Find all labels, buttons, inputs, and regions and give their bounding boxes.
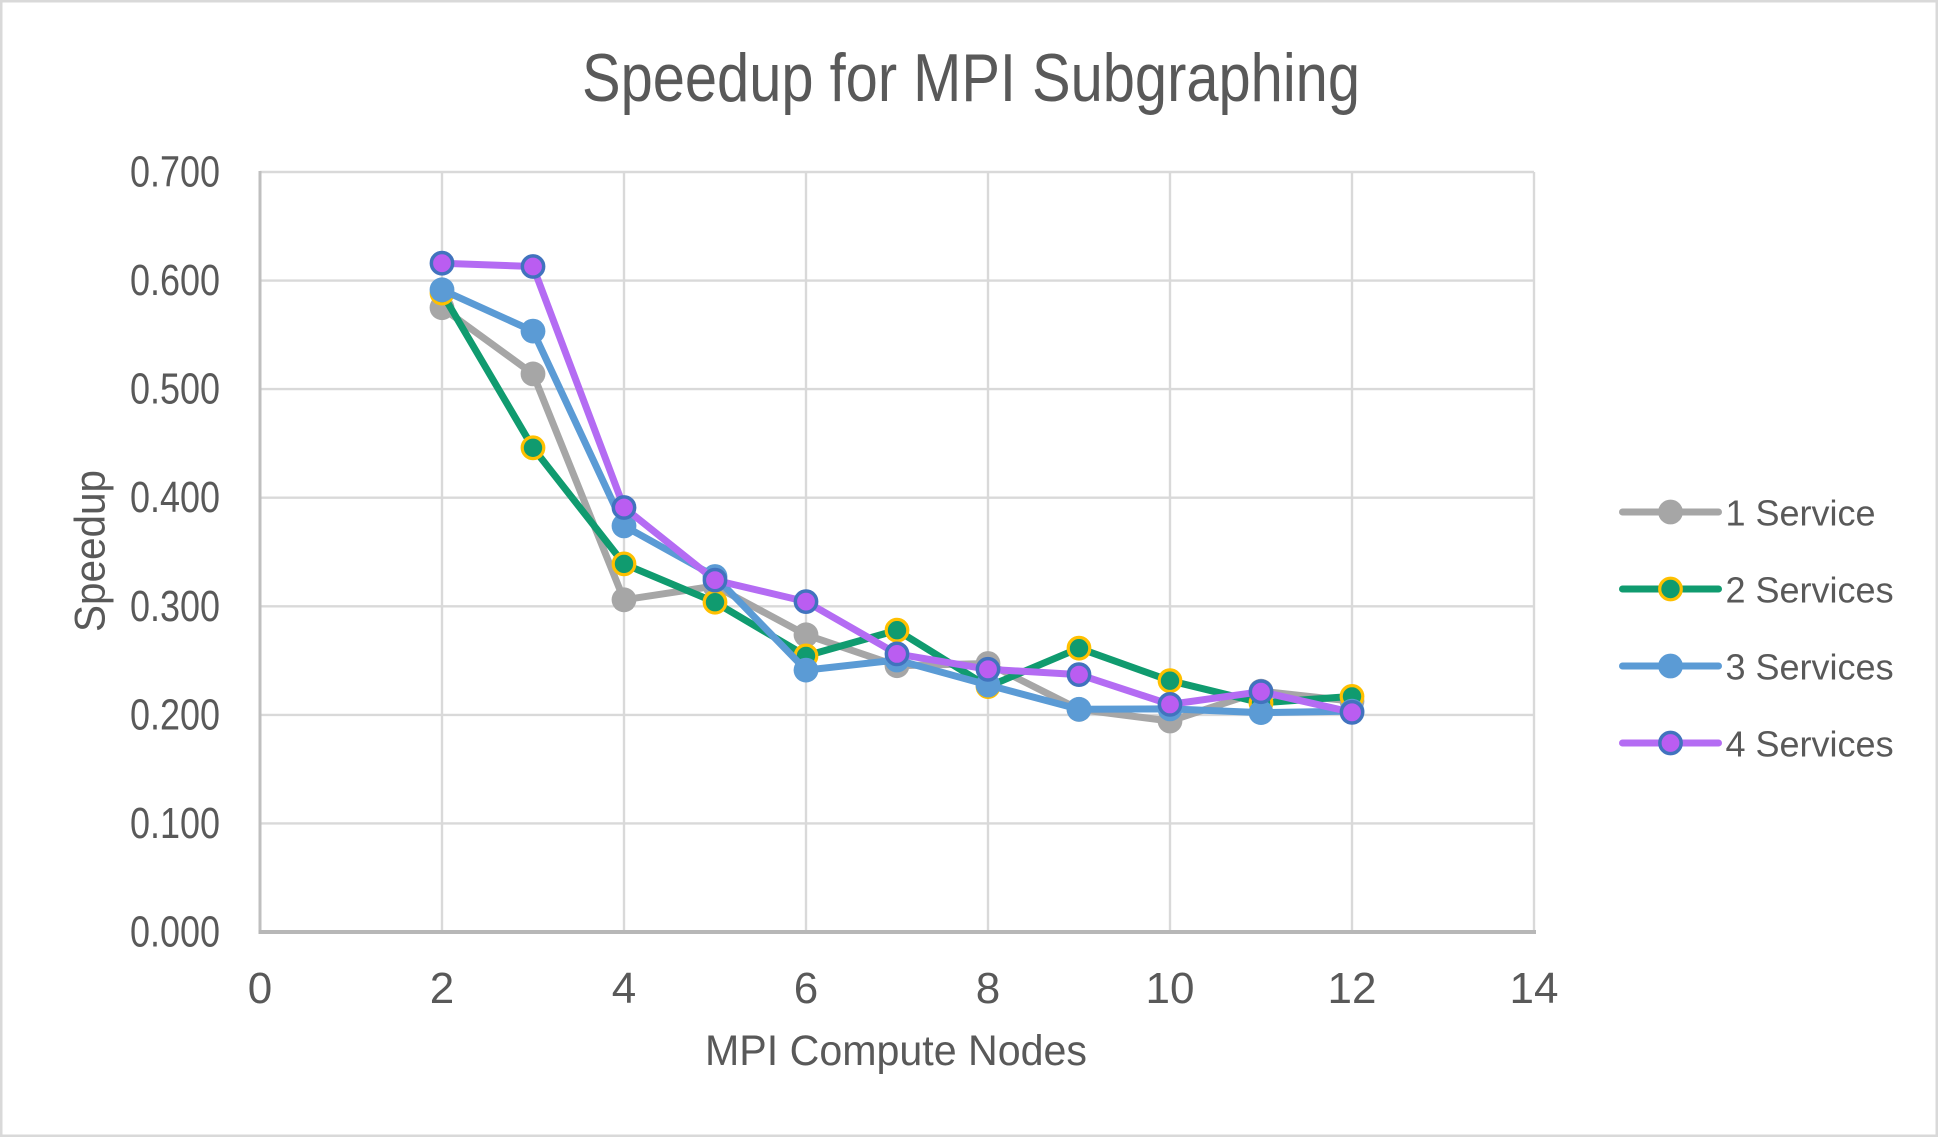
svg-text:6: 6 — [794, 964, 818, 1013]
svg-text:MPI Compute Nodes: MPI Compute Nodes — [705, 1027, 1087, 1075]
svg-text:3 Services: 3 Services — [1726, 647, 1894, 688]
svg-text:2 Services: 2 Services — [1726, 570, 1894, 611]
svg-text:12: 12 — [1328, 964, 1377, 1013]
svg-text:2: 2 — [430, 964, 454, 1013]
svg-text:0.500: 0.500 — [130, 365, 220, 414]
svg-text:0.300: 0.300 — [130, 582, 220, 631]
svg-text:10: 10 — [1146, 964, 1195, 1013]
svg-text:0.600: 0.600 — [130, 256, 220, 305]
svg-text:0.700: 0.700 — [130, 148, 220, 197]
svg-text:0.400: 0.400 — [130, 473, 220, 522]
svg-text:14: 14 — [1510, 964, 1559, 1013]
svg-text:8: 8 — [976, 964, 1000, 1013]
svg-text:4 Services: 4 Services — [1726, 724, 1894, 765]
svg-text:0: 0 — [248, 964, 272, 1013]
svg-text:0.200: 0.200 — [130, 690, 220, 739]
svg-text:0.000: 0.000 — [130, 908, 220, 957]
svg-text:1 Service: 1 Service — [1726, 493, 1876, 534]
svg-text:Speedup for MPI Subgraphing: Speedup for MPI Subgraphing — [582, 40, 1360, 116]
svg-text:Speedup: Speedup — [67, 470, 115, 632]
svg-text:0.100: 0.100 — [130, 799, 220, 848]
svg-text:4: 4 — [612, 964, 636, 1013]
